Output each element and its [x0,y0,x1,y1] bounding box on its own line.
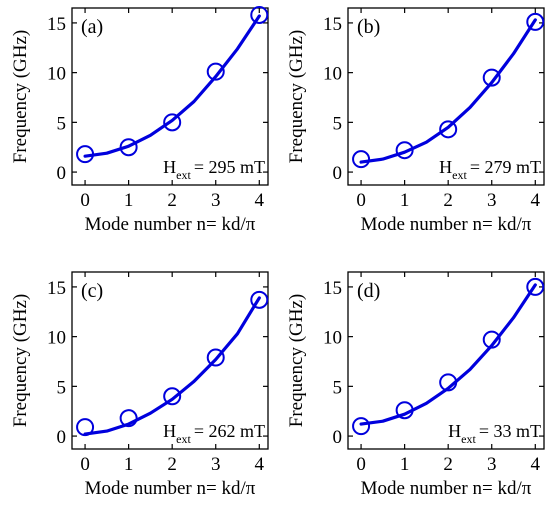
x-axis-label: Mode number n= kd/π [361,478,532,499]
field-symbol: H [439,157,452,177]
panel-label: (a) [81,16,103,38]
x-tick-label: 4 [531,190,541,211]
data-point [206,62,225,81]
y-tick-label: 15 [323,14,342,35]
data-point [526,12,545,31]
y-tick-label: 10 [47,328,66,349]
x-tick-label: 0 [80,190,90,211]
plot-frame [347,271,545,450]
x-axis-label: Mode number n= kd/π [85,478,256,499]
panel-label: (b) [357,16,380,38]
data-point [163,113,182,132]
x-axis-label: Mode number n= kd/π [361,214,532,235]
x-tick-label: 3 [211,190,221,211]
y-axis-label: Frequency (GHz) [10,30,31,163]
field-symbol: H [163,157,176,177]
x-tick-label: 0 [80,454,90,475]
chart-panel: 0 1 2 3 4 0 5 10 15 (a) Hext = 295 mT Mode number n=… [10,5,269,235]
x-tick-label: 3 [487,454,497,475]
x-tick-label: 3 [211,454,221,475]
x-tick-label: 2 [167,190,177,211]
field-annotation: Hext = 33 mT [448,421,541,446]
field-symbol: H [163,421,176,441]
y-tick-label: 10 [323,64,342,85]
field-value: = 295 mT [194,157,265,177]
x-axis-label: Mode number n= kd/π [85,214,256,235]
y-tick-label: 10 [47,64,66,85]
fit-curve [359,283,537,426]
field-symbol: H [448,421,461,441]
x-tick-label: 4 [531,454,541,475]
chart-panel: 0 1 2 3 4 0 5 10 15 (d) Hext = 33 mT Mode number n= … [286,271,545,499]
field-subscript: ext [176,432,191,446]
y-tick-label: 0 [57,427,67,448]
y-tick-label: 0 [333,163,343,184]
field-annotation: Hext = 262 mT [163,421,265,446]
field-subscript: ext [452,168,467,182]
y-tick-label: 5 [333,377,343,398]
x-tick-label: 1 [124,190,134,211]
x-tick-label: 1 [400,190,410,211]
x-tick-label: 0 [356,454,366,475]
x-tick-label: 4 [255,454,265,475]
data-point [119,409,138,428]
data-point [482,68,501,87]
fit-curve [83,14,261,158]
y-tick-label: 0 [333,427,343,448]
data-point [250,5,269,24]
y-axis-label: Frequency (GHz) [10,294,31,427]
y-axis-label: Frequency (GHz) [286,294,307,427]
x-tick-label: 4 [255,190,265,211]
y-tick-label: 5 [57,113,67,134]
data-point [439,120,458,139]
data-point [163,387,182,406]
field-value: = 279 mT [470,157,541,177]
x-tick-label: 2 [443,454,453,475]
plot-frame [71,271,269,450]
chart-panel: 0 1 2 3 4 0 5 10 15 (b) Hext = 279 mT Mode number n=… [286,7,545,235]
data-point [526,277,545,296]
y-tick-label: 15 [47,14,66,35]
fit-curve [83,296,261,436]
plot-frame [347,7,545,186]
x-tick-label: 1 [124,454,134,475]
plot-frame [71,7,269,186]
y-tick-label: 15 [323,278,342,299]
panel-label: (c) [81,280,103,302]
data-point [352,150,371,169]
field-subscript: ext [461,432,476,446]
data-point [352,417,371,436]
fit-curve [359,18,537,164]
y-tick-label: 15 [47,278,66,299]
x-tick-label: 3 [487,190,497,211]
field-subscript: ext [176,168,191,182]
y-tick-label: 5 [333,113,343,134]
x-tick-label: 2 [167,454,177,475]
field-value: = 33 mT [479,421,541,441]
x-tick-label: 2 [443,190,453,211]
data-point [206,348,225,367]
panel-label: (d) [357,280,380,302]
chart-panel: 0 1 2 3 4 0 5 10 15 (c) Hext = 262 mT Mode number n=… [10,271,269,499]
x-tick-label: 1 [400,454,410,475]
data-point [250,290,269,309]
y-tick-label: 5 [57,377,67,398]
field-value: = 262 mT [194,421,265,441]
field-annotation: Hext = 295 mT [163,157,265,182]
x-tick-label: 0 [356,190,366,211]
y-tick-label: 10 [323,328,342,349]
y-tick-label: 0 [57,163,67,184]
field-annotation: Hext = 279 mT [439,157,541,182]
y-axis-label: Frequency (GHz) [286,30,307,163]
